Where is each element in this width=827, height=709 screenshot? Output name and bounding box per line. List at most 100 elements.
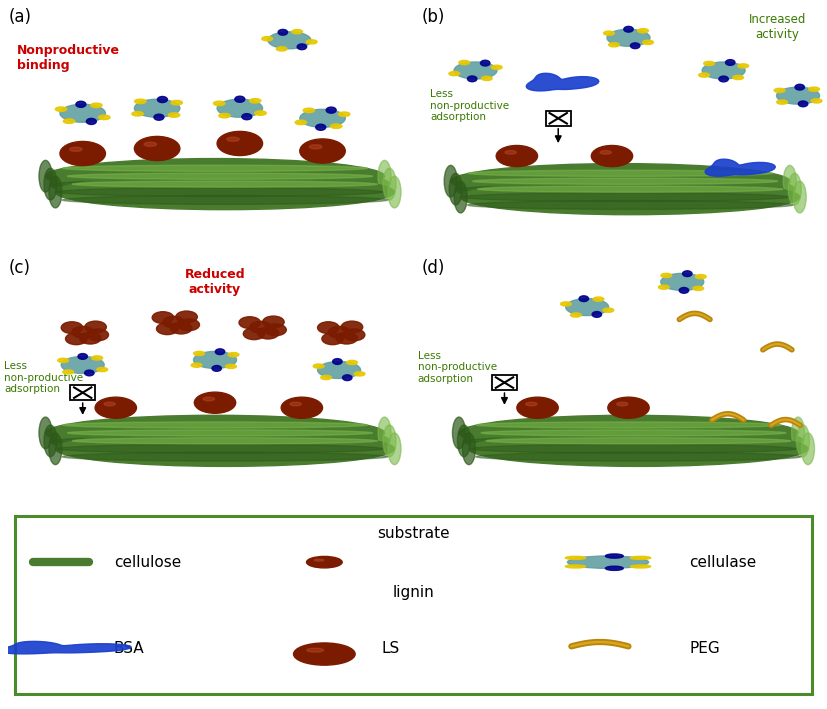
Ellipse shape: [791, 417, 805, 449]
Ellipse shape: [699, 73, 710, 77]
Text: (b): (b): [422, 8, 445, 26]
Text: substrate: substrate: [377, 526, 450, 541]
Ellipse shape: [49, 176, 62, 208]
Ellipse shape: [65, 333, 87, 345]
Ellipse shape: [257, 328, 279, 339]
Ellipse shape: [194, 352, 204, 355]
Ellipse shape: [52, 179, 378, 189]
Ellipse shape: [476, 422, 781, 428]
Ellipse shape: [801, 433, 815, 464]
Ellipse shape: [50, 423, 390, 459]
Ellipse shape: [97, 367, 108, 372]
FancyBboxPatch shape: [546, 111, 571, 126]
Ellipse shape: [477, 186, 783, 192]
Ellipse shape: [144, 143, 156, 146]
Ellipse shape: [347, 360, 357, 364]
Ellipse shape: [617, 402, 628, 406]
Ellipse shape: [263, 316, 284, 328]
Ellipse shape: [306, 40, 317, 44]
Ellipse shape: [250, 99, 261, 103]
Ellipse shape: [322, 333, 343, 345]
Ellipse shape: [496, 145, 538, 167]
Ellipse shape: [604, 31, 614, 35]
Ellipse shape: [517, 397, 558, 418]
Text: Increased
activity: Increased activity: [748, 13, 806, 40]
Ellipse shape: [561, 302, 571, 306]
Ellipse shape: [292, 30, 303, 34]
Ellipse shape: [60, 142, 106, 166]
Ellipse shape: [643, 40, 653, 45]
Ellipse shape: [783, 165, 796, 197]
Ellipse shape: [170, 322, 192, 334]
Ellipse shape: [451, 164, 790, 199]
Ellipse shape: [44, 425, 57, 457]
Ellipse shape: [131, 111, 143, 116]
Ellipse shape: [194, 392, 236, 413]
Ellipse shape: [449, 173, 462, 205]
Text: Less
non­productive
adsorption: Less non­productive adsorption: [430, 89, 509, 123]
Ellipse shape: [702, 62, 745, 79]
Ellipse shape: [481, 77, 492, 81]
Ellipse shape: [290, 402, 301, 406]
Ellipse shape: [85, 321, 107, 333]
Ellipse shape: [383, 425, 396, 457]
FancyBboxPatch shape: [492, 375, 517, 390]
Circle shape: [579, 296, 589, 301]
Ellipse shape: [134, 99, 180, 117]
Text: (c): (c): [8, 259, 31, 277]
Ellipse shape: [276, 47, 287, 51]
Ellipse shape: [39, 160, 52, 192]
Ellipse shape: [156, 323, 178, 335]
Ellipse shape: [321, 375, 332, 379]
Ellipse shape: [63, 165, 367, 172]
Ellipse shape: [203, 397, 214, 401]
Ellipse shape: [591, 145, 633, 167]
Ellipse shape: [255, 111, 266, 116]
Polygon shape: [526, 73, 599, 91]
Ellipse shape: [452, 417, 466, 449]
Ellipse shape: [462, 433, 476, 464]
Ellipse shape: [338, 112, 350, 116]
Ellipse shape: [64, 119, 74, 123]
Ellipse shape: [217, 131, 262, 155]
Ellipse shape: [55, 107, 67, 111]
Circle shape: [297, 44, 307, 50]
Ellipse shape: [457, 185, 783, 194]
Ellipse shape: [600, 150, 611, 154]
Circle shape: [235, 96, 245, 102]
Ellipse shape: [307, 557, 342, 568]
Ellipse shape: [57, 445, 383, 453]
Circle shape: [342, 375, 352, 381]
Circle shape: [278, 29, 288, 35]
Polygon shape: [0, 642, 131, 654]
Ellipse shape: [79, 333, 101, 344]
Ellipse shape: [163, 316, 184, 328]
Ellipse shape: [704, 62, 715, 65]
Polygon shape: [705, 159, 776, 177]
Ellipse shape: [466, 437, 791, 445]
Circle shape: [798, 101, 808, 107]
Ellipse shape: [63, 422, 367, 428]
Ellipse shape: [309, 145, 322, 149]
Ellipse shape: [226, 364, 237, 369]
Ellipse shape: [104, 402, 115, 406]
Circle shape: [592, 311, 601, 318]
Ellipse shape: [176, 311, 198, 323]
Circle shape: [316, 124, 326, 130]
Ellipse shape: [73, 181, 377, 187]
Ellipse shape: [693, 286, 704, 291]
Ellipse shape: [571, 313, 581, 317]
Ellipse shape: [505, 150, 516, 154]
Ellipse shape: [383, 168, 396, 200]
Ellipse shape: [593, 297, 604, 301]
Ellipse shape: [328, 326, 350, 338]
Circle shape: [154, 114, 164, 121]
Ellipse shape: [608, 397, 649, 418]
Ellipse shape: [336, 333, 357, 344]
Ellipse shape: [473, 178, 777, 184]
Circle shape: [157, 96, 167, 103]
Text: cellulase: cellulase: [689, 554, 757, 569]
Ellipse shape: [444, 165, 457, 197]
Ellipse shape: [95, 397, 136, 418]
Ellipse shape: [87, 329, 108, 341]
